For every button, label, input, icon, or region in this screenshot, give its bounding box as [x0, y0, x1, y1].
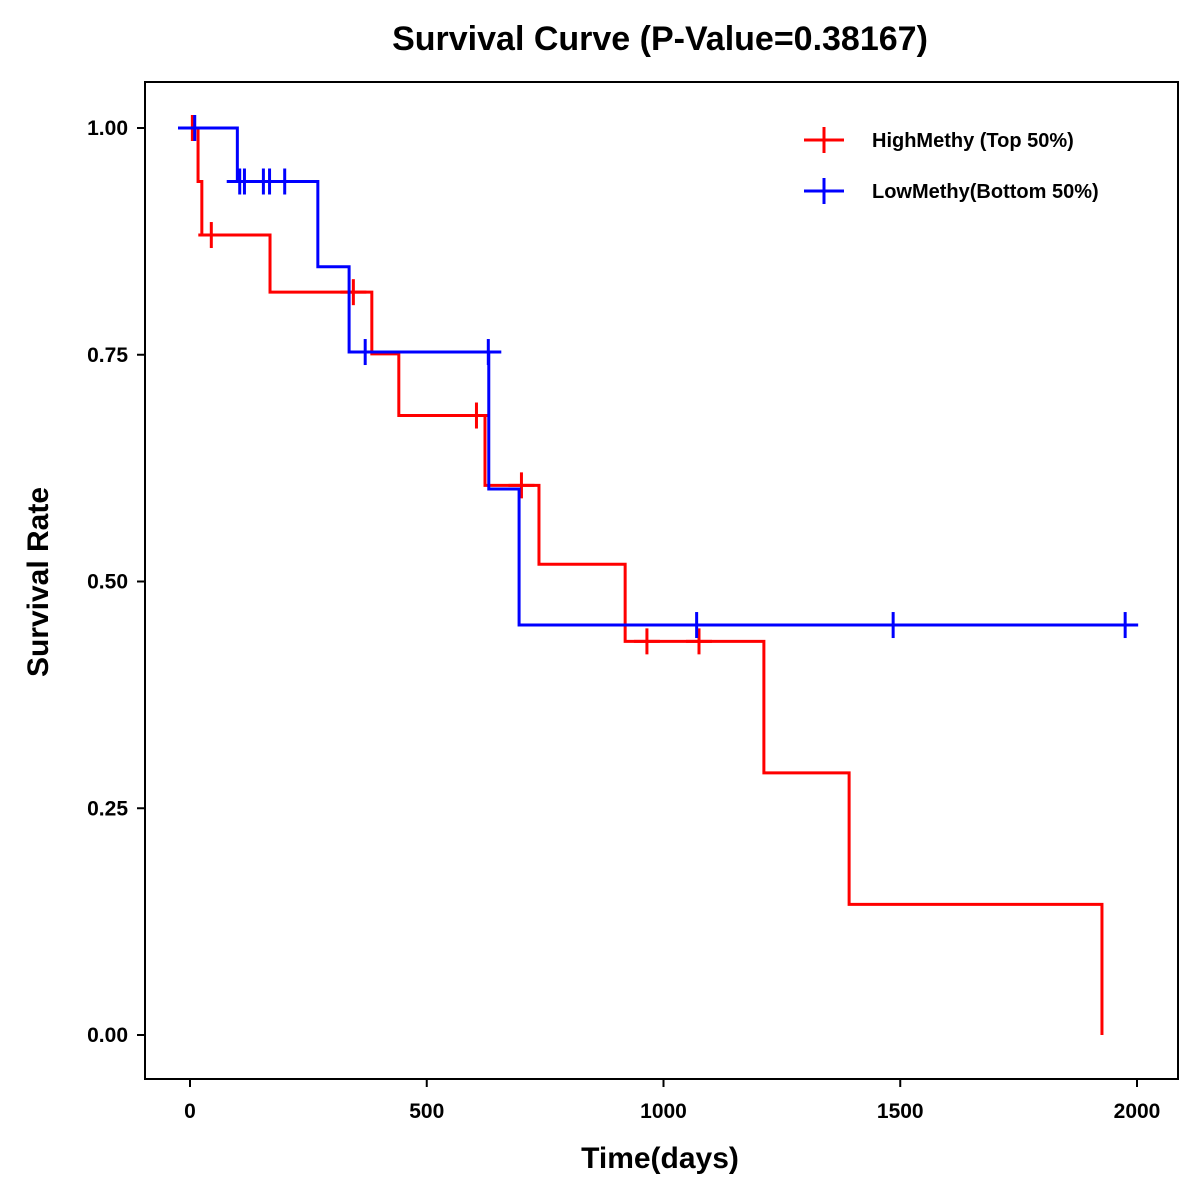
x-tick-label: 0: [184, 1100, 196, 1123]
y-tick-label: 1.00: [87, 117, 128, 140]
y-axis-label: Survival Rate: [22, 487, 55, 677]
survival-step-line: [178, 126, 1133, 627]
y-axis: 0.00 0.25 0.50 0.75 1.00: [87, 117, 145, 1047]
y-tick-label: 0.50: [87, 571, 128, 594]
y-tick-label: 0.75: [87, 344, 128, 367]
legend-item: HighMethy (Top 50%): [804, 127, 1074, 153]
legend: HighMethy (Top 50%) LowMethy(Bottom 50%): [804, 127, 1099, 204]
legend-label: LowMethy(Bottom 50%): [872, 181, 1099, 203]
legend-item: LowMethy(Bottom 50%): [804, 178, 1099, 204]
x-tick-label: 1500: [877, 1100, 924, 1123]
x-axis: 0 500 1000 1500 2000: [184, 1079, 1160, 1123]
x-tick-label: 500: [409, 1100, 444, 1123]
legend-label: HighMethy (Top 50%): [872, 130, 1074, 152]
plot-area-border: [144, 81, 1179, 1080]
y-tick-label: 0.00: [87, 1024, 128, 1047]
series-low-methy: [178, 115, 1139, 639]
x-axis-label: Time(days): [581, 1142, 739, 1175]
x-tick-label: 2000: [1114, 1100, 1161, 1123]
chart-title: Survival Curve (P-Value=0.38167): [392, 20, 928, 58]
y-tick-label: 0.25: [87, 797, 128, 820]
survival-curves: [178, 115, 1139, 1035]
x-tick-label: 1000: [640, 1100, 687, 1123]
